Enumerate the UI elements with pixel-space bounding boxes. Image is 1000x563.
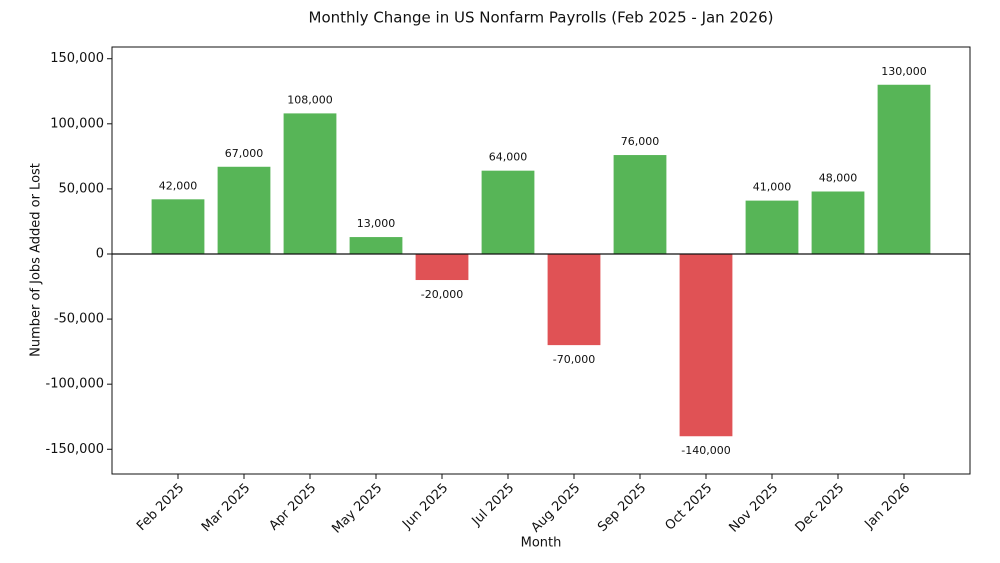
y-tick-label: 150,000 [50, 51, 104, 66]
value-label: 130,000 [881, 65, 927, 78]
bar [613, 155, 667, 254]
x-axis-label: Month [521, 536, 562, 551]
bar [349, 237, 403, 254]
value-label: 64,000 [489, 151, 528, 164]
x-tick-label: Aug 2025 [528, 481, 583, 536]
y-tick-label: -100,000 [46, 377, 104, 392]
x-tick-label: Apr 2025 [266, 481, 319, 534]
bar [481, 170, 535, 254]
value-label: 48,000 [819, 172, 858, 185]
chart-title: Monthly Change in US Nonfarm Payrolls (F… [309, 9, 774, 27]
x-tick-label: Nov 2025 [726, 481, 781, 536]
y-axis-label: Number of Jobs Added or Lost [29, 163, 44, 357]
y-tick-label: -150,000 [46, 442, 104, 457]
value-label: 42,000 [159, 179, 198, 192]
bar [415, 253, 469, 281]
x-tick-label: Mar 2025 [199, 481, 253, 535]
x-tick-label: Jun 2025 [399, 481, 451, 533]
y-tick-label: 100,000 [50, 116, 104, 131]
bar [547, 253, 601, 346]
bar [745, 200, 799, 254]
x-tick-label: Feb 2025 [134, 481, 187, 534]
value-label: -70,000 [553, 353, 595, 366]
bar [877, 84, 931, 254]
value-label: 108,000 [287, 93, 333, 106]
bar [811, 191, 865, 254]
x-tick-label: Dec 2025 [793, 481, 848, 536]
bar [151, 199, 205, 254]
value-label: 41,000 [753, 181, 792, 194]
x-tick-label: May 2025 [329, 481, 385, 537]
bar [217, 166, 271, 254]
x-tick-label: Jul 2025 [469, 481, 518, 530]
x-tick-label: Oct 2025 [662, 481, 715, 534]
plot-frame [111, 46, 971, 475]
y-tick-label: 0 [96, 246, 104, 261]
x-tick-label: Sep 2025 [595, 481, 649, 535]
y-tick-label: -50,000 [54, 312, 104, 327]
value-label: -140,000 [681, 444, 730, 457]
value-label: -20,000 [421, 288, 463, 301]
y-tick-label: 50,000 [59, 181, 105, 196]
bar [679, 253, 733, 437]
value-label: 67,000 [225, 147, 264, 160]
value-label: 76,000 [621, 135, 660, 148]
bar [283, 113, 337, 254]
x-tick-label: Jan 2026 [861, 481, 913, 533]
value-label: 13,000 [357, 217, 396, 230]
